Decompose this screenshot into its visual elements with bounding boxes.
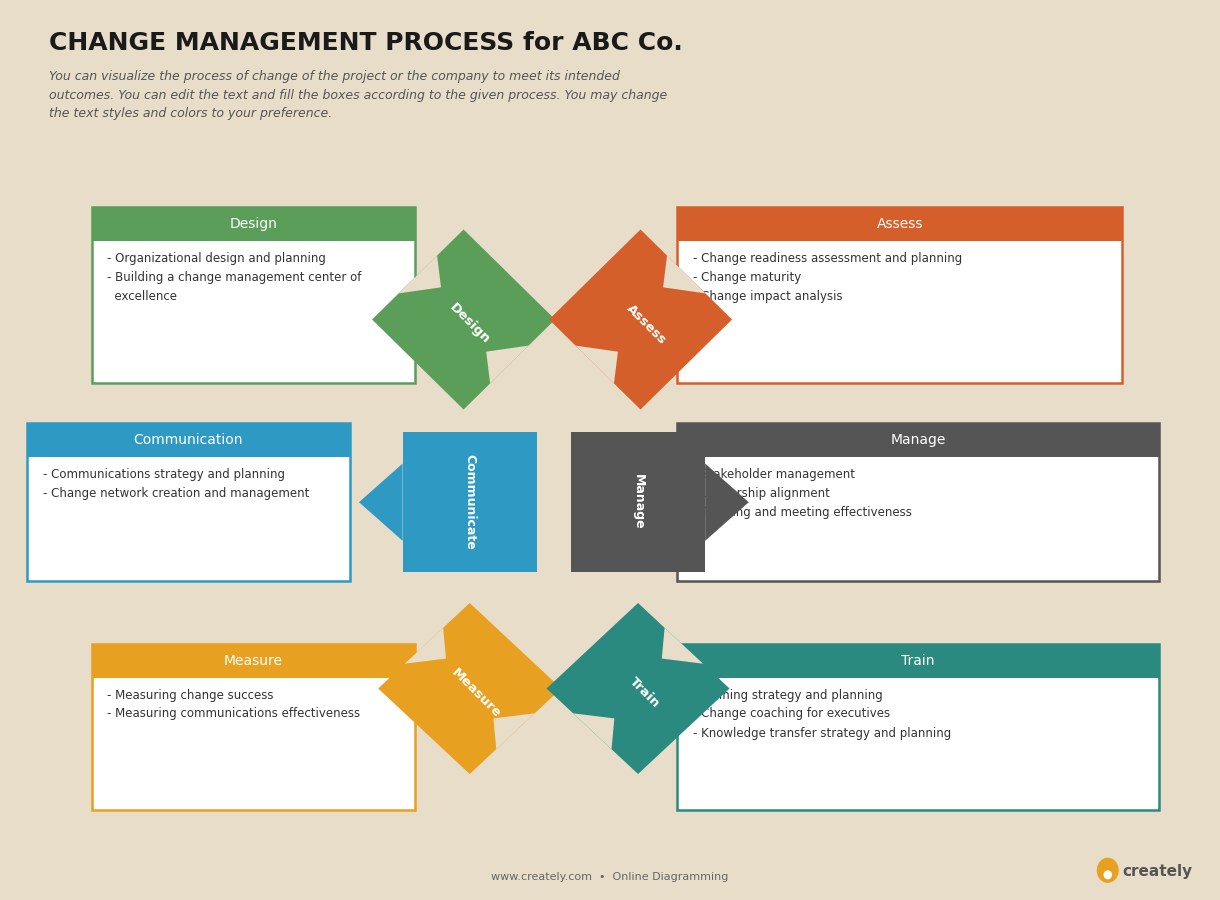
Text: Measure: Measure bbox=[449, 666, 503, 720]
Polygon shape bbox=[399, 256, 442, 293]
Text: Design: Design bbox=[447, 302, 493, 346]
Text: Measure: Measure bbox=[223, 653, 283, 668]
Text: creately: creately bbox=[1122, 864, 1192, 878]
FancyBboxPatch shape bbox=[677, 207, 1122, 382]
FancyBboxPatch shape bbox=[27, 423, 350, 580]
Polygon shape bbox=[573, 714, 615, 749]
Polygon shape bbox=[661, 628, 703, 663]
Text: - Communications strategy and planning
- Change network creation and management: - Communications strategy and planning -… bbox=[43, 468, 309, 500]
Polygon shape bbox=[705, 464, 749, 541]
FancyBboxPatch shape bbox=[677, 207, 1122, 241]
Text: Assess: Assess bbox=[625, 302, 669, 346]
Text: - Training strategy and planning
- Change coaching for executives
- Knowledge tr: - Training strategy and planning - Chang… bbox=[693, 688, 952, 740]
FancyBboxPatch shape bbox=[677, 644, 1159, 678]
Text: Communication: Communication bbox=[134, 433, 243, 447]
Polygon shape bbox=[378, 603, 561, 774]
Polygon shape bbox=[486, 346, 528, 383]
Ellipse shape bbox=[1097, 858, 1119, 883]
Polygon shape bbox=[493, 714, 534, 749]
FancyBboxPatch shape bbox=[403, 432, 537, 572]
Text: You can visualize the process of change of the project or the company to meet it: You can visualize the process of change … bbox=[49, 70, 667, 121]
Text: CHANGE MANAGEMENT PROCESS for ABC Co.: CHANGE MANAGEMENT PROCESS for ABC Co. bbox=[49, 32, 682, 56]
Text: Manage: Manage bbox=[891, 433, 946, 447]
FancyBboxPatch shape bbox=[571, 432, 705, 572]
Text: - Measuring change success
- Measuring communications effectiveness: - Measuring change success - Measuring c… bbox=[107, 688, 360, 721]
FancyBboxPatch shape bbox=[27, 423, 350, 457]
Ellipse shape bbox=[1103, 870, 1113, 879]
Text: Manage: Manage bbox=[632, 474, 644, 530]
FancyBboxPatch shape bbox=[92, 644, 415, 678]
FancyBboxPatch shape bbox=[677, 423, 1159, 580]
Text: - Organizational design and planning
- Building a change management center of
  : - Organizational design and planning - B… bbox=[107, 252, 362, 303]
Text: Communicate: Communicate bbox=[464, 454, 476, 550]
Text: - Change readiness assessment and planning
- Change maturity
- Change impact ana: - Change readiness assessment and planni… bbox=[693, 252, 963, 303]
FancyBboxPatch shape bbox=[92, 644, 415, 810]
Text: Design: Design bbox=[229, 217, 277, 231]
Text: - Stakeholder management
- Leadership alignment
- Teaming and meeting effectiven: - Stakeholder management - Leadership al… bbox=[693, 468, 911, 519]
Text: Assess: Assess bbox=[876, 217, 924, 231]
FancyBboxPatch shape bbox=[677, 644, 1159, 810]
FancyBboxPatch shape bbox=[92, 207, 415, 382]
Polygon shape bbox=[576, 346, 619, 383]
Polygon shape bbox=[664, 256, 705, 293]
Polygon shape bbox=[359, 464, 403, 541]
Text: Train: Train bbox=[902, 653, 935, 668]
Polygon shape bbox=[372, 230, 555, 410]
FancyBboxPatch shape bbox=[92, 207, 415, 241]
Polygon shape bbox=[405, 628, 447, 663]
Text: Train: Train bbox=[626, 675, 662, 711]
Text: www.creately.com  •  Online Diagramming: www.creately.com • Online Diagramming bbox=[492, 872, 728, 882]
Polygon shape bbox=[549, 230, 732, 410]
FancyBboxPatch shape bbox=[677, 423, 1159, 457]
Polygon shape bbox=[547, 603, 730, 774]
